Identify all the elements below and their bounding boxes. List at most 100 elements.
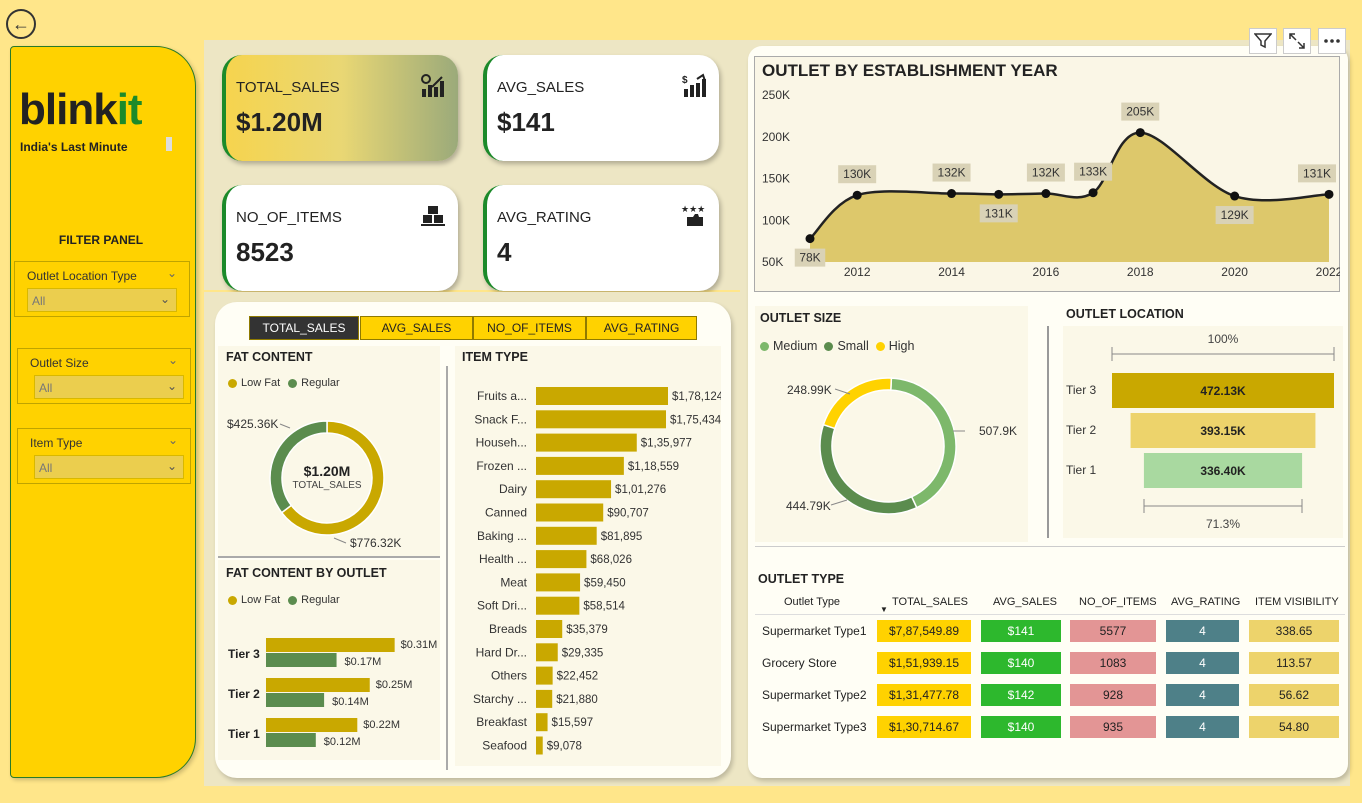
item-bar[interactable] [536,573,581,592]
item-bar[interactable] [536,713,548,732]
item-value-label: $58,514 [583,601,625,613]
filter-icon[interactable] [1249,28,1277,54]
slicer-dropdown[interactable]: All ⌄ [27,288,177,312]
data-label: 129K [1221,208,1249,222]
item-bar[interactable] [536,550,587,569]
slicer-outlet-size: Outlet Size ⌄ All ⌄ [17,348,191,404]
donut-slice-regular[interactable] [269,420,328,514]
bar-regular[interactable] [266,693,325,707]
item-label: Seafood [482,739,527,753]
item-label: Breakfast [476,715,527,729]
item-label: Others [491,669,527,683]
item-bar[interactable] [536,433,637,452]
kpi-card-no-of-items[interactable]: NO_OF_ITEMS 8523 [222,185,458,291]
back-button[interactable]: ← [6,9,36,39]
chevron-down-icon[interactable]: ⌄ [167,353,178,367]
bar-low-fat[interactable] [266,638,395,652]
table-header[interactable]: AVG_SALES [993,596,1057,608]
table-cell: $141 [981,620,1061,642]
bar-regular[interactable] [266,733,316,747]
tab-avg-rating[interactable]: AVG_RATING [586,316,697,340]
bar-low-fat[interactable] [266,718,358,732]
bar-value-label: $0.14M [332,696,369,708]
funnel-bar[interactable] [1143,453,1303,488]
tab-no-of-items[interactable]: NO_OF_ITEMS [473,316,586,340]
slicer-item-type: Item Type ⌄ All ⌄ [17,428,191,484]
data-label: 130K [843,167,871,181]
bar-value-label: $0.31M [401,639,438,651]
item-type-chart: Fruits a... $1,78,124 Snack F... $1,75,434 H… [473,387,721,755]
item-bar[interactable] [536,620,563,638]
table-header[interactable]: NO_OF_ITEMS [1079,596,1157,608]
more-options-icon[interactable] [1318,28,1346,54]
table-header[interactable]: Outlet Type [784,596,841,608]
kpi-card-avg-rating[interactable]: AVG_RATING 4 ★★★ [483,185,719,291]
funnel-bar[interactable] [1112,373,1334,408]
slicer-dropdown[interactable]: All ⌄ [34,375,184,399]
item-bar[interactable] [536,596,580,615]
kpi-value: 4 [497,237,512,267]
item-label: Snack F... [474,412,527,426]
funnel-value-label: 393.15K [1200,424,1246,438]
item-bar[interactable] [536,387,668,405]
data-point[interactable] [1230,191,1240,201]
item-value-label: $1,78,124 [672,391,721,403]
funnel-top-pct: 100% [1207,332,1239,346]
item-value-label: $59,450 [584,577,626,589]
table-cell: $7,87,549.89 [877,620,971,642]
data-point[interactable] [994,189,1004,199]
item-bar[interactable] [536,480,612,499]
donut-slice-high[interactable] [822,377,893,430]
item-label: Soft Dri... [477,599,527,613]
slicer-dropdown[interactable]: All ⌄ [34,455,184,479]
data-point[interactable] [1324,189,1334,199]
funnel-tier-label: Tier 1 [1066,463,1097,477]
fat-content-donut [269,420,385,544]
tab-total-sales[interactable]: TOTAL_SALES [249,316,359,340]
item-bar[interactable] [536,643,558,662]
item-label: Canned [485,506,527,520]
bar-regular[interactable] [266,653,337,667]
item-bar[interactable] [536,526,597,545]
data-point[interactable] [1041,189,1051,199]
data-label: 132K [1032,166,1060,180]
table-header[interactable]: TOTAL_SALES [892,596,969,608]
item-bar[interactable] [536,689,553,708]
chevron-down-icon: ⌄ [159,292,170,306]
tab-avg-sales[interactable]: AVG_SALES [360,316,473,340]
table-header[interactable]: ITEM VISIBILITY [1255,596,1339,608]
chevron-down-icon[interactable]: ⌄ [166,266,177,280]
table-cell: $1,30,714.67 [877,716,971,738]
item-bar[interactable] [536,503,604,522]
legend-dot-low-fat [228,595,237,605]
kpi-card-avg-sales[interactable]: AVG_SALES $141 $ [483,55,719,161]
item-bar[interactable] [536,410,667,429]
kpi-title: NO_OF_ITEMS [236,209,342,226]
y-tick-label: 100K [762,213,790,227]
donut-slice-medium[interactable] [890,377,957,509]
table-header[interactable]: AVG_RATING [1171,596,1241,608]
item-bar[interactable] [536,736,543,755]
table-cell: $140 [981,716,1061,738]
donut-slice-small[interactable] [819,423,918,515]
divider [755,546,1345,547]
focus-mode-icon[interactable] [1283,28,1311,54]
data-point[interactable] [1135,128,1145,138]
kpi-card-total-sales[interactable]: TOTAL_SALES $1.20M [222,55,458,161]
chevron-down-icon[interactable]: ⌄ [167,433,178,447]
outlet-size-legend: Medium Small High [760,339,914,353]
rating-hand-icon: ★★★ [681,204,705,226]
item-bar[interactable] [536,666,553,685]
data-point[interactable] [852,190,862,200]
legend-dot-low-fat [228,378,237,388]
bar-low-fat[interactable] [266,678,370,692]
item-bar[interactable] [536,456,624,475]
data-point[interactable] [947,189,957,199]
data-point[interactable] [1088,188,1098,198]
chevron-down-icon: ⌄ [166,379,177,393]
funnel-bar[interactable] [1130,413,1316,448]
x-tick-label: 2020 [1221,265,1248,279]
data-label: 131K [985,206,1013,220]
data-point[interactable] [805,234,815,244]
sort-desc-icon[interactable]: ▼ [880,605,888,614]
